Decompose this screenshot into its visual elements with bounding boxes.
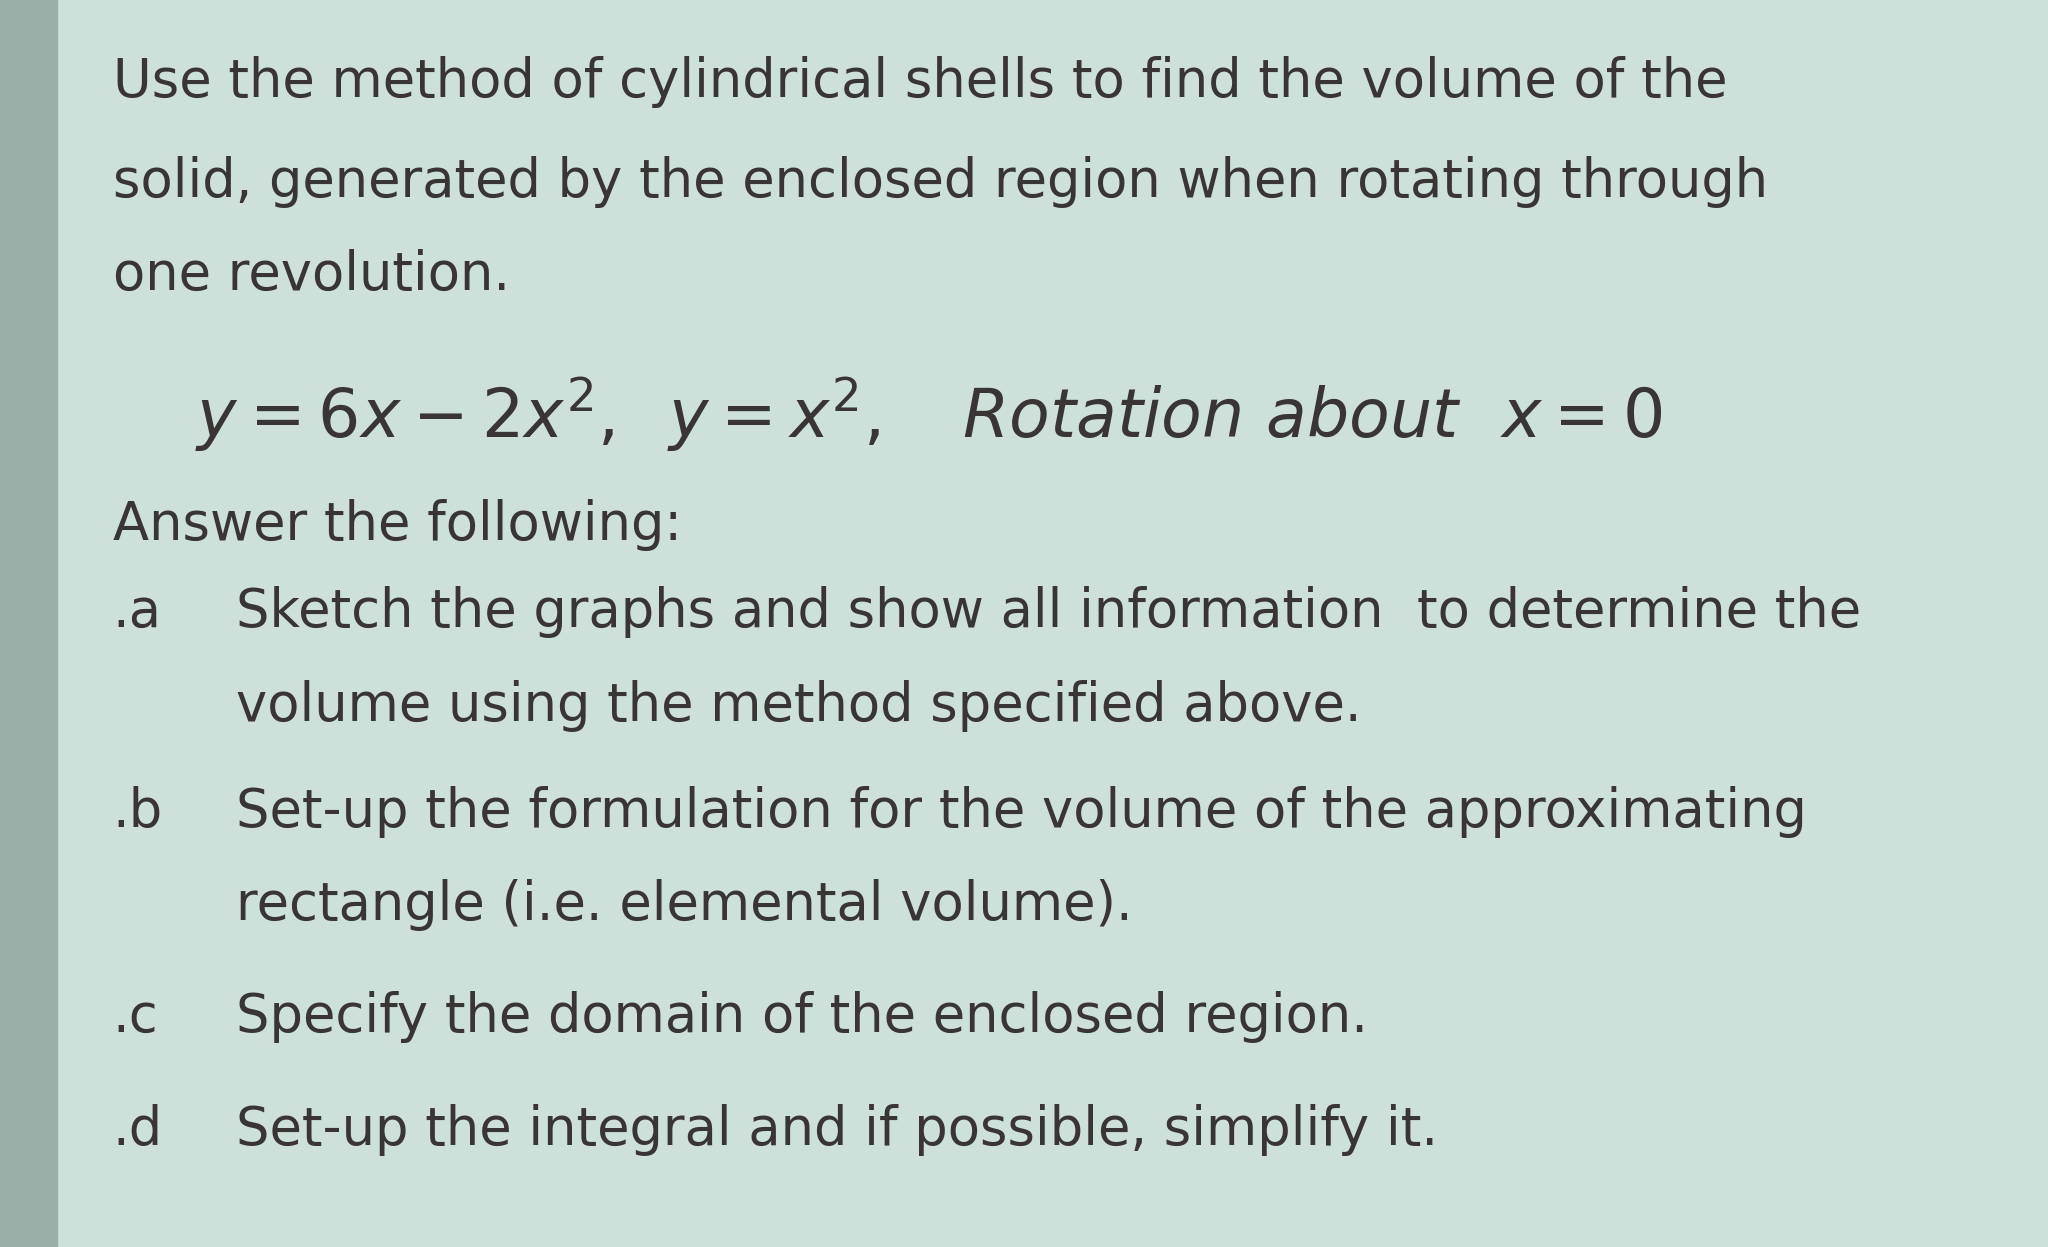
Text: $y = 6x - 2x^2,$$\;\; y = x^2,$$\quad \mathit{Rotation\ about}\ \ x = 0$: $y = 6x - 2x^2,$$\;\; y = x^2,$$\quad \m… [195, 374, 1661, 454]
Text: Answer the following:: Answer the following: [113, 499, 682, 551]
Text: .b: .b [113, 786, 164, 838]
Text: Use the method of cylindrical shells to find the volume of the: Use the method of cylindrical shells to … [113, 56, 1726, 108]
Text: .a: .a [113, 586, 162, 638]
Text: .d: .d [113, 1104, 162, 1156]
Text: volume using the method specified above.: volume using the method specified above. [236, 680, 1362, 732]
Text: .c: .c [113, 991, 158, 1044]
Text: Set-up the integral and if possible, simplify it.: Set-up the integral and if possible, sim… [236, 1104, 1438, 1156]
Text: solid, generated by the enclosed region when rotating through: solid, generated by the enclosed region … [113, 156, 1767, 208]
Text: one revolution.: one revolution. [113, 249, 510, 302]
Text: Sketch the graphs and show all information  to determine the: Sketch the graphs and show all informati… [236, 586, 1862, 638]
Text: rectangle (i.e. elemental volume).: rectangle (i.e. elemental volume). [236, 879, 1133, 932]
Text: Set-up the formulation for the volume of the approximating: Set-up the formulation for the volume of… [236, 786, 1806, 838]
Text: Specify the domain of the enclosed region.: Specify the domain of the enclosed regio… [236, 991, 1368, 1044]
